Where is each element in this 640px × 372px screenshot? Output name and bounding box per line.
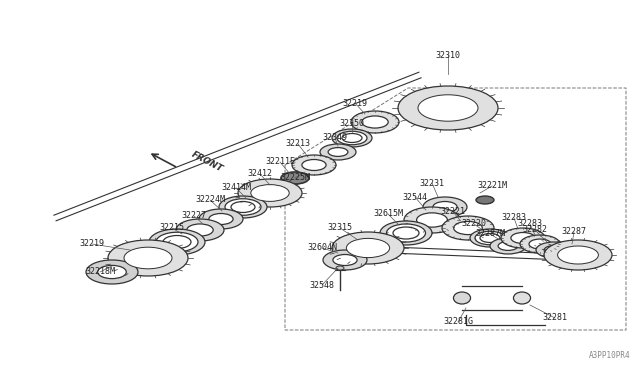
Text: FRONT: FRONT [190, 150, 225, 174]
Ellipse shape [476, 196, 494, 204]
Text: 32221: 32221 [440, 208, 465, 217]
Ellipse shape [124, 247, 172, 269]
Ellipse shape [209, 214, 233, 224]
Text: 32225M: 32225M [280, 173, 310, 183]
Text: 32544: 32544 [403, 192, 428, 202]
Ellipse shape [346, 238, 390, 257]
Ellipse shape [187, 224, 213, 236]
Ellipse shape [387, 224, 426, 242]
Ellipse shape [251, 185, 289, 201]
Ellipse shape [320, 144, 356, 160]
Text: 32219: 32219 [79, 240, 104, 248]
Text: 32283: 32283 [518, 219, 543, 228]
Text: 32615M: 32615M [373, 209, 403, 218]
Ellipse shape [86, 260, 138, 284]
Ellipse shape [333, 254, 357, 266]
Text: 32287M: 32287M [475, 230, 505, 238]
Text: 32224M: 32224M [195, 196, 225, 205]
Ellipse shape [544, 246, 564, 254]
Ellipse shape [342, 134, 362, 142]
Ellipse shape [404, 207, 460, 233]
Ellipse shape [176, 219, 224, 241]
Ellipse shape [417, 213, 447, 227]
Ellipse shape [536, 242, 572, 258]
Ellipse shape [332, 129, 372, 147]
Ellipse shape [149, 229, 205, 255]
Text: 32287: 32287 [561, 228, 586, 237]
Ellipse shape [480, 234, 500, 243]
Ellipse shape [418, 95, 478, 121]
Text: 32218M: 32218M [85, 267, 115, 276]
Ellipse shape [501, 228, 545, 248]
Ellipse shape [520, 235, 560, 253]
Ellipse shape [323, 250, 367, 270]
Ellipse shape [475, 231, 505, 245]
Text: 32310: 32310 [435, 51, 461, 60]
Ellipse shape [98, 265, 126, 279]
Ellipse shape [336, 266, 344, 270]
Text: 32350: 32350 [339, 119, 365, 128]
Ellipse shape [199, 209, 243, 229]
Ellipse shape [511, 232, 535, 244]
Text: 32281: 32281 [543, 314, 568, 323]
Ellipse shape [238, 179, 302, 207]
Text: 32604N: 32604N [307, 244, 337, 253]
Ellipse shape [513, 292, 531, 304]
Ellipse shape [337, 131, 367, 145]
Text: 32227: 32227 [182, 212, 207, 221]
Ellipse shape [454, 292, 470, 304]
Ellipse shape [557, 246, 598, 264]
Ellipse shape [292, 155, 336, 175]
Text: 32548: 32548 [310, 280, 335, 289]
Ellipse shape [470, 229, 510, 247]
Ellipse shape [398, 86, 498, 130]
Ellipse shape [281, 172, 309, 184]
Text: 32213: 32213 [285, 140, 310, 148]
Ellipse shape [163, 235, 191, 248]
Ellipse shape [231, 202, 255, 212]
Ellipse shape [442, 216, 494, 240]
Text: 32283: 32283 [502, 214, 527, 222]
Ellipse shape [423, 197, 467, 217]
Text: 32315: 32315 [328, 224, 353, 232]
Text: 32412: 32412 [248, 170, 273, 179]
Ellipse shape [351, 111, 399, 133]
Text: 32219: 32219 [342, 99, 367, 108]
Ellipse shape [362, 116, 388, 128]
Ellipse shape [225, 199, 261, 215]
Text: 32349: 32349 [323, 134, 348, 142]
Ellipse shape [529, 239, 551, 249]
Ellipse shape [393, 227, 419, 239]
Ellipse shape [328, 148, 348, 156]
Ellipse shape [332, 232, 404, 264]
Text: 32221M: 32221M [477, 182, 507, 190]
Text: 32414M: 32414M [221, 183, 251, 192]
Ellipse shape [302, 160, 326, 170]
Text: 32220: 32220 [461, 219, 486, 228]
Text: 32215: 32215 [159, 224, 184, 232]
Ellipse shape [544, 240, 612, 270]
Text: A3PP10PR4: A3PP10PR4 [588, 351, 630, 360]
Ellipse shape [156, 232, 198, 252]
Ellipse shape [219, 196, 267, 218]
Text: 32231: 32231 [419, 179, 445, 187]
Ellipse shape [498, 241, 518, 250]
Text: 32211E: 32211E [265, 157, 295, 167]
Ellipse shape [433, 202, 457, 212]
Ellipse shape [454, 221, 483, 235]
Ellipse shape [380, 221, 432, 245]
Ellipse shape [490, 238, 526, 254]
Text: 32282: 32282 [522, 225, 547, 234]
Ellipse shape [108, 240, 188, 276]
Text: 32281G: 32281G [443, 317, 473, 327]
